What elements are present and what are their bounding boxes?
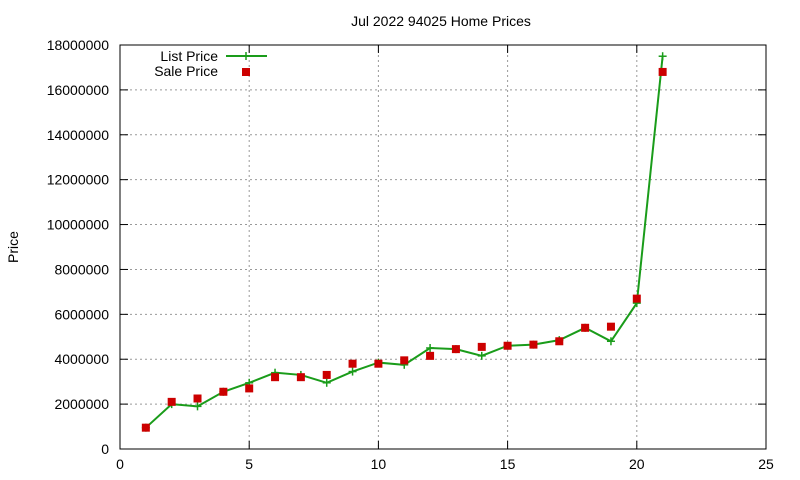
y-tick-label: 12000000 xyxy=(47,172,110,188)
legend-marker-list-price xyxy=(242,52,250,60)
sale-price-point xyxy=(322,370,331,379)
sale-price-point xyxy=(632,294,641,303)
y-tick-label: 0 xyxy=(101,441,109,457)
legend: List Price Sale Price xyxy=(154,48,267,79)
sale-price-point xyxy=(503,341,512,350)
y-tick-label: 10000000 xyxy=(47,217,110,233)
axis-ticks: 0 5 10 15 20 25 0 2000000 4000000 6000000 8000000 1… xyxy=(47,37,774,472)
sale-price-point xyxy=(245,384,254,393)
list-price-point xyxy=(606,337,615,346)
sale-price-point xyxy=(400,356,409,365)
x-tick-label: 15 xyxy=(500,456,516,472)
sale-price-point xyxy=(219,387,228,396)
list-price-point xyxy=(348,367,357,376)
sale-price-point xyxy=(426,351,435,360)
series-layer xyxy=(141,52,667,432)
legend-label-sale-price: Sale Price xyxy=(154,63,218,79)
list-price-point xyxy=(193,402,202,411)
list-price-line xyxy=(145,56,664,429)
sale-price-point xyxy=(271,373,280,382)
sale-price-point xyxy=(529,340,538,349)
x-tick-label: 10 xyxy=(371,456,387,472)
y-tick-label: 18000000 xyxy=(47,37,110,53)
list-price-point xyxy=(426,344,435,352)
x-tick-label: 5 xyxy=(245,456,253,472)
list-price-point xyxy=(477,351,486,360)
sale-price-point xyxy=(477,342,486,351)
x-tick-label: 0 xyxy=(116,456,124,472)
legend-plus xyxy=(242,52,250,60)
sale-price-point xyxy=(296,373,305,382)
x-tick-label: 25 xyxy=(758,456,774,472)
sale-price-point xyxy=(555,337,564,346)
sale-price-point xyxy=(348,359,357,368)
sale-price-point xyxy=(167,397,176,406)
y-tick-label: 6000000 xyxy=(54,306,109,322)
sale-price-point xyxy=(451,345,460,354)
y-axis-label: Price xyxy=(5,231,21,263)
legend-label-list-price: List Price xyxy=(160,48,218,64)
chart-title: Jul 2022 94025 Home Prices xyxy=(351,13,531,29)
y-tick-label: 16000000 xyxy=(47,82,110,98)
sale-price-point xyxy=(606,322,615,331)
y-tick-label: 2000000 xyxy=(54,396,109,412)
y-tick-label: 14000000 xyxy=(47,127,110,143)
y-tick-label: 4000000 xyxy=(54,351,109,367)
sale-price-point xyxy=(658,67,667,76)
list-price-point xyxy=(658,52,667,61)
legend-marker-sale-price xyxy=(242,68,250,76)
list-price-point xyxy=(322,378,331,387)
sale-price-point xyxy=(193,394,202,403)
sale-price-point xyxy=(141,423,150,432)
y-tick-label: 8000000 xyxy=(54,261,109,277)
x-tick-label: 20 xyxy=(629,456,645,472)
sale-price-point xyxy=(374,359,383,368)
grid-lines xyxy=(120,45,766,449)
sale-price-point xyxy=(581,323,590,332)
plot-frame xyxy=(119,44,767,450)
